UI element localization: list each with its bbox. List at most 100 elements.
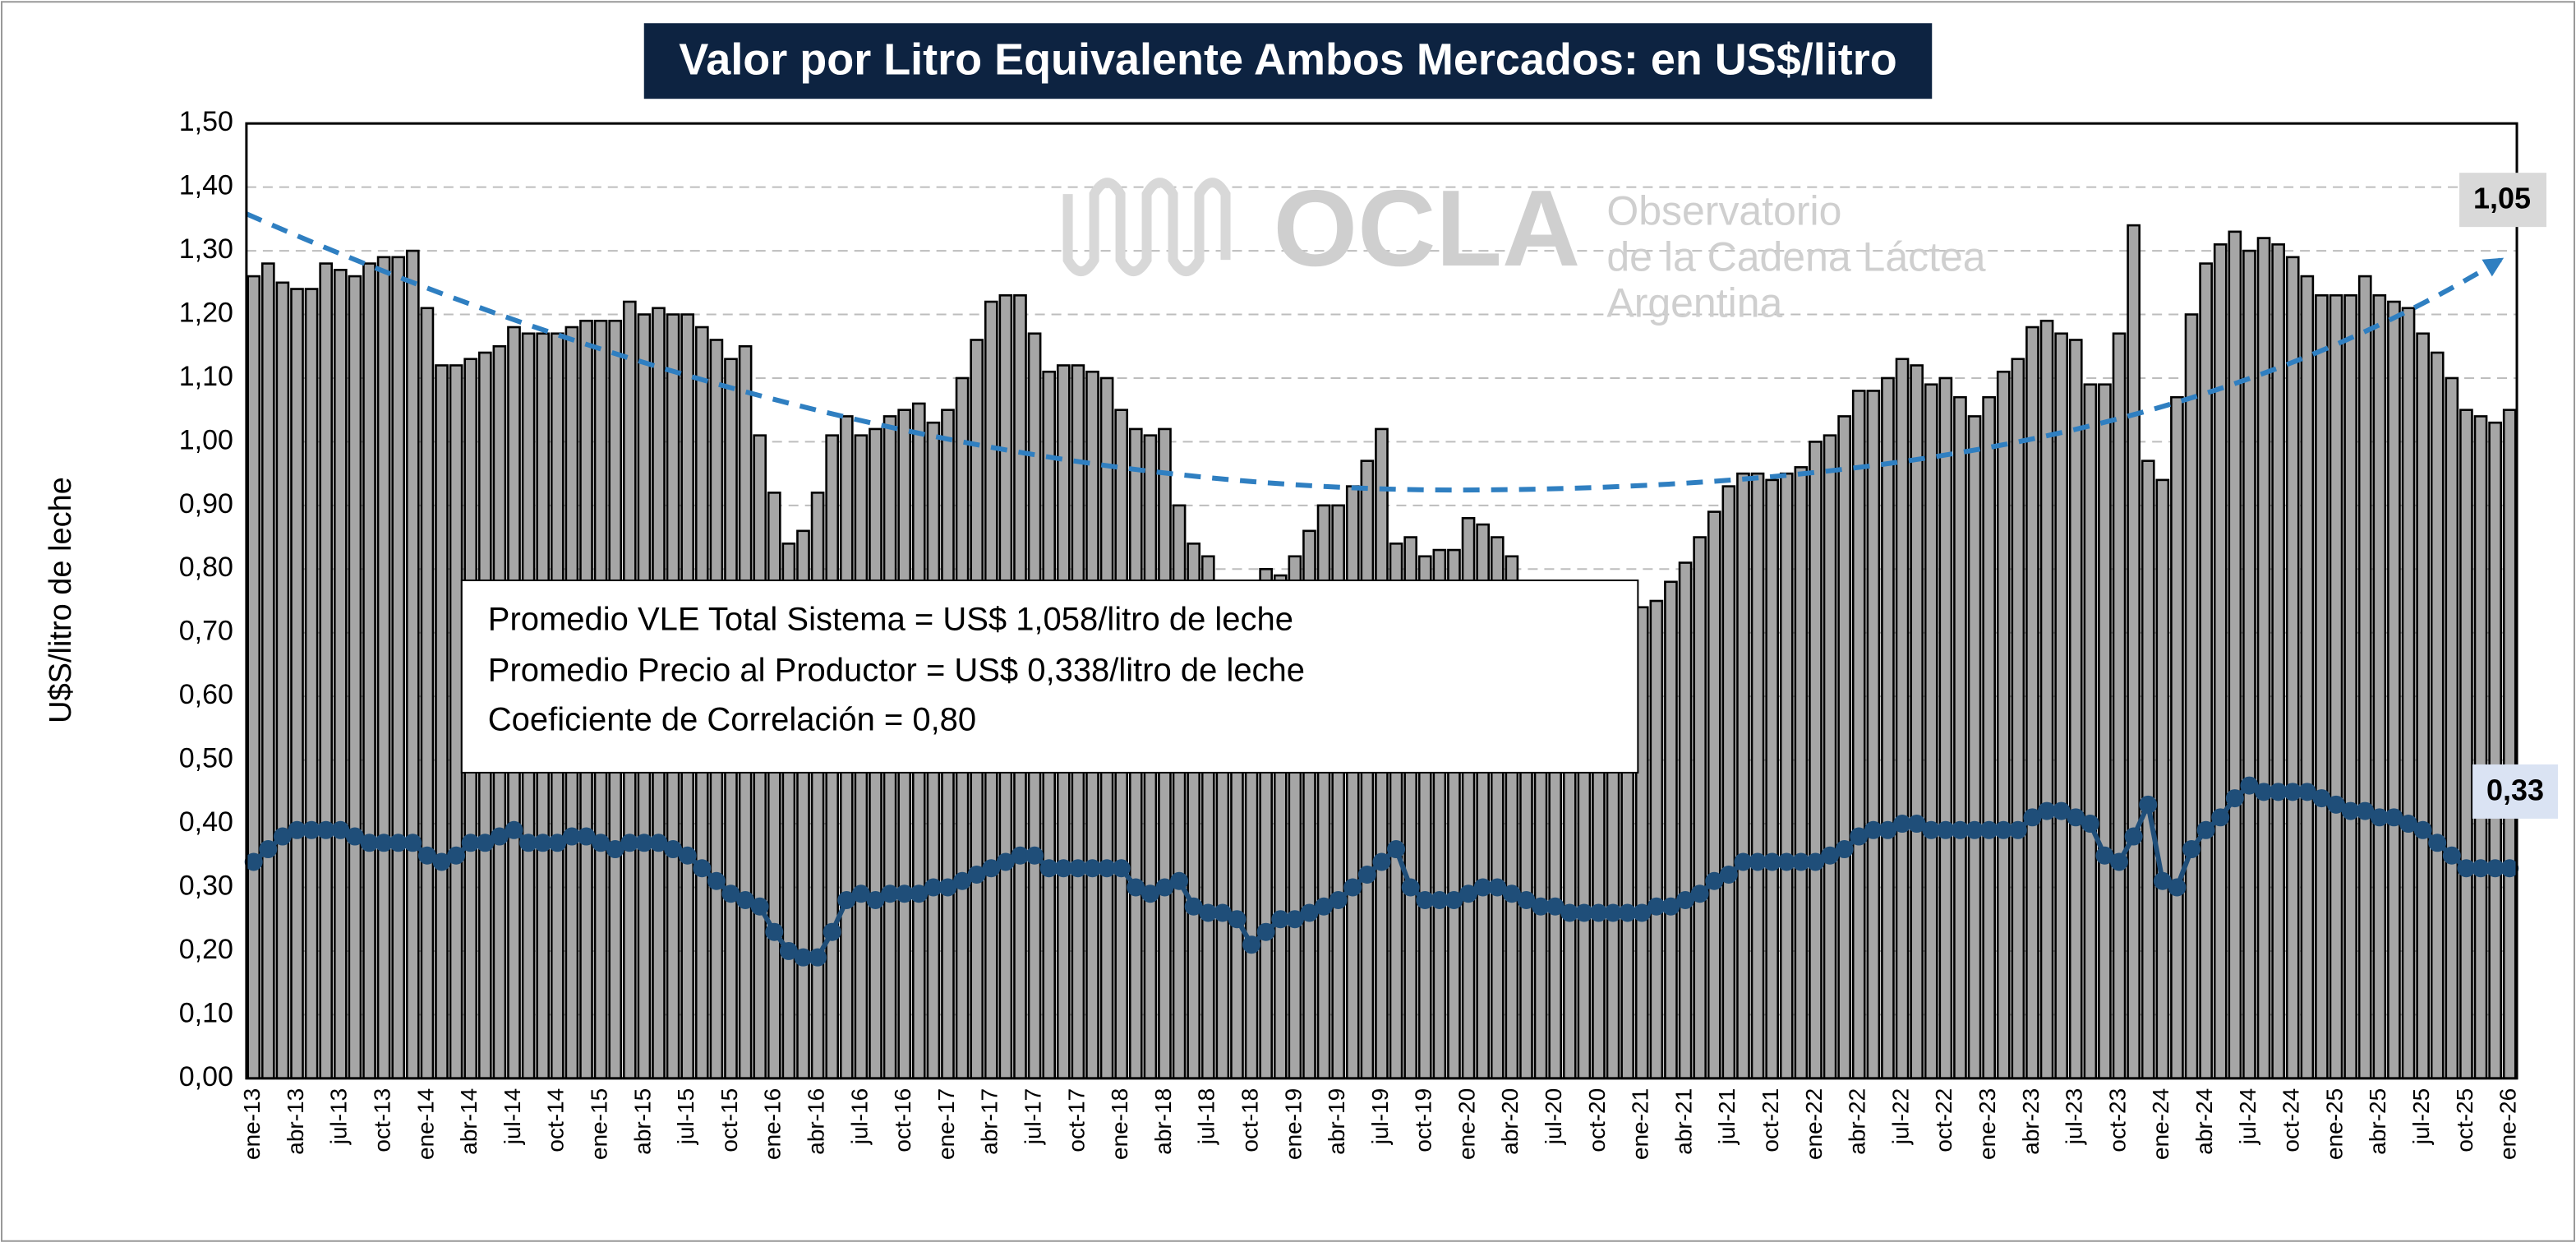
line-marker [1068, 859, 1087, 878]
x-tick-label: ene-13 [239, 1088, 265, 1160]
x-tick-label: jul-19 [1367, 1088, 1393, 1145]
line-marker [823, 922, 841, 941]
bar [2141, 460, 2155, 1080]
chart-title: Valor por Litro Equivalente Ambos Mercad… [679, 35, 1896, 84]
logo-line: de la Cadena Láctea [1606, 233, 1985, 279]
line-marker [1300, 903, 1319, 922]
y-tick-label: 1,40 [179, 170, 233, 201]
line-marker [447, 846, 466, 865]
bar [2054, 332, 2068, 1080]
x-tick-label: abr-22 [1845, 1088, 1870, 1155]
line-marker [1242, 935, 1261, 954]
y-tick-label: 0,70 [179, 616, 233, 647]
line-marker [1011, 846, 1030, 865]
y-tick-label: 0,00 [179, 1061, 233, 1092]
line-marker [2110, 852, 2129, 871]
line-marker [2081, 815, 2099, 834]
line-marker [505, 820, 523, 839]
line-marker [2457, 859, 2476, 878]
line-marker [1777, 852, 1796, 871]
line-marker [288, 820, 306, 839]
y-tick-label: 0,60 [179, 679, 233, 710]
line-marker [1936, 820, 1955, 839]
x-tick-label: jul-14 [500, 1088, 525, 1145]
x-tick-label: ene-23 [1975, 1088, 2000, 1160]
x-tick-label: ene-26 [2495, 1088, 2521, 1160]
bar [304, 288, 319, 1080]
x-tick-label: abr-18 [1150, 1088, 1176, 1155]
line-marker [895, 884, 914, 903]
line-marker [360, 834, 379, 852]
line-marker [1690, 884, 1709, 903]
x-tick-label: oct-25 [2452, 1088, 2477, 1152]
x-tick-label: ene-21 [1628, 1088, 1653, 1160]
line-marker [1502, 884, 1521, 903]
bar [1721, 485, 1736, 1080]
bar [1938, 376, 1953, 1080]
line-marker [1734, 852, 1753, 871]
line-marker [1850, 827, 1869, 846]
bar [1823, 434, 1837, 1080]
bar [449, 364, 463, 1080]
y-tick-label: 1,10 [179, 361, 233, 392]
bar [2127, 224, 2141, 1080]
bar [1837, 415, 1851, 1080]
bar [2300, 275, 2315, 1080]
logo-line: Observatorio [1606, 187, 1841, 233]
bar [1996, 370, 2011, 1080]
bar [1649, 599, 1664, 1080]
y-axis-label: U$S/litro de leche [44, 477, 78, 723]
line-marker [1951, 820, 1970, 839]
x-tick-label: jul-24 [2235, 1088, 2260, 1145]
line-marker [1574, 903, 1593, 922]
bar [2488, 421, 2502, 1080]
trendline [245, 211, 2505, 493]
y-tick-label: 0,40 [179, 806, 233, 838]
line-marker [1821, 846, 1840, 865]
bar [2155, 478, 2170, 1080]
end-label-box [2472, 764, 2559, 819]
line-marker [1633, 903, 1652, 922]
line-marker [533, 834, 552, 852]
line-marker [2269, 783, 2288, 801]
line-marker [2182, 840, 2201, 859]
line-marker [2240, 776, 2259, 795]
x-tick-label: oct-23 [2104, 1088, 2130, 1152]
line-marker [1387, 840, 1406, 859]
x-tick-label: jul-22 [1887, 1088, 1913, 1145]
bar [2068, 339, 2083, 1080]
line-marker [1647, 897, 1666, 916]
line-marker [389, 834, 408, 852]
line-marker [2153, 871, 2172, 890]
bar [2372, 293, 2387, 1080]
line-marker [1112, 859, 1131, 878]
bar [2213, 243, 2228, 1080]
line-marker [996, 852, 1015, 871]
x-tick-label: ene-16 [760, 1088, 786, 1160]
x-tick-label: ene-25 [2321, 1088, 2347, 1160]
line-marker [1401, 878, 1420, 897]
line-marker [1907, 815, 1926, 834]
line-marker [707, 871, 726, 890]
line-marker [837, 890, 856, 909]
x-tick-label: jul-16 [846, 1088, 872, 1145]
line-marker [1372, 852, 1391, 871]
line-marker [2385, 808, 2403, 827]
x-tick-label: abr-17 [977, 1088, 1002, 1155]
line-marker [910, 884, 929, 903]
bar [362, 262, 376, 1080]
x-tick-label: abr-15 [629, 1088, 655, 1155]
x-tick-label: oct-18 [1237, 1088, 1262, 1152]
line-marker [1184, 897, 1203, 916]
x-tick-label: jul-13 [326, 1088, 352, 1145]
x-tick-label: abr-23 [2018, 1088, 2044, 1155]
line-marker [1199, 903, 1218, 922]
y-tick-label: 1,20 [179, 297, 233, 328]
bar [1345, 485, 1360, 1080]
line-marker [1459, 884, 1478, 903]
line-marker [2297, 783, 2316, 801]
bar [247, 275, 261, 1080]
line-marker [2413, 820, 2432, 839]
logo-mark: OCLA [1274, 168, 1581, 289]
